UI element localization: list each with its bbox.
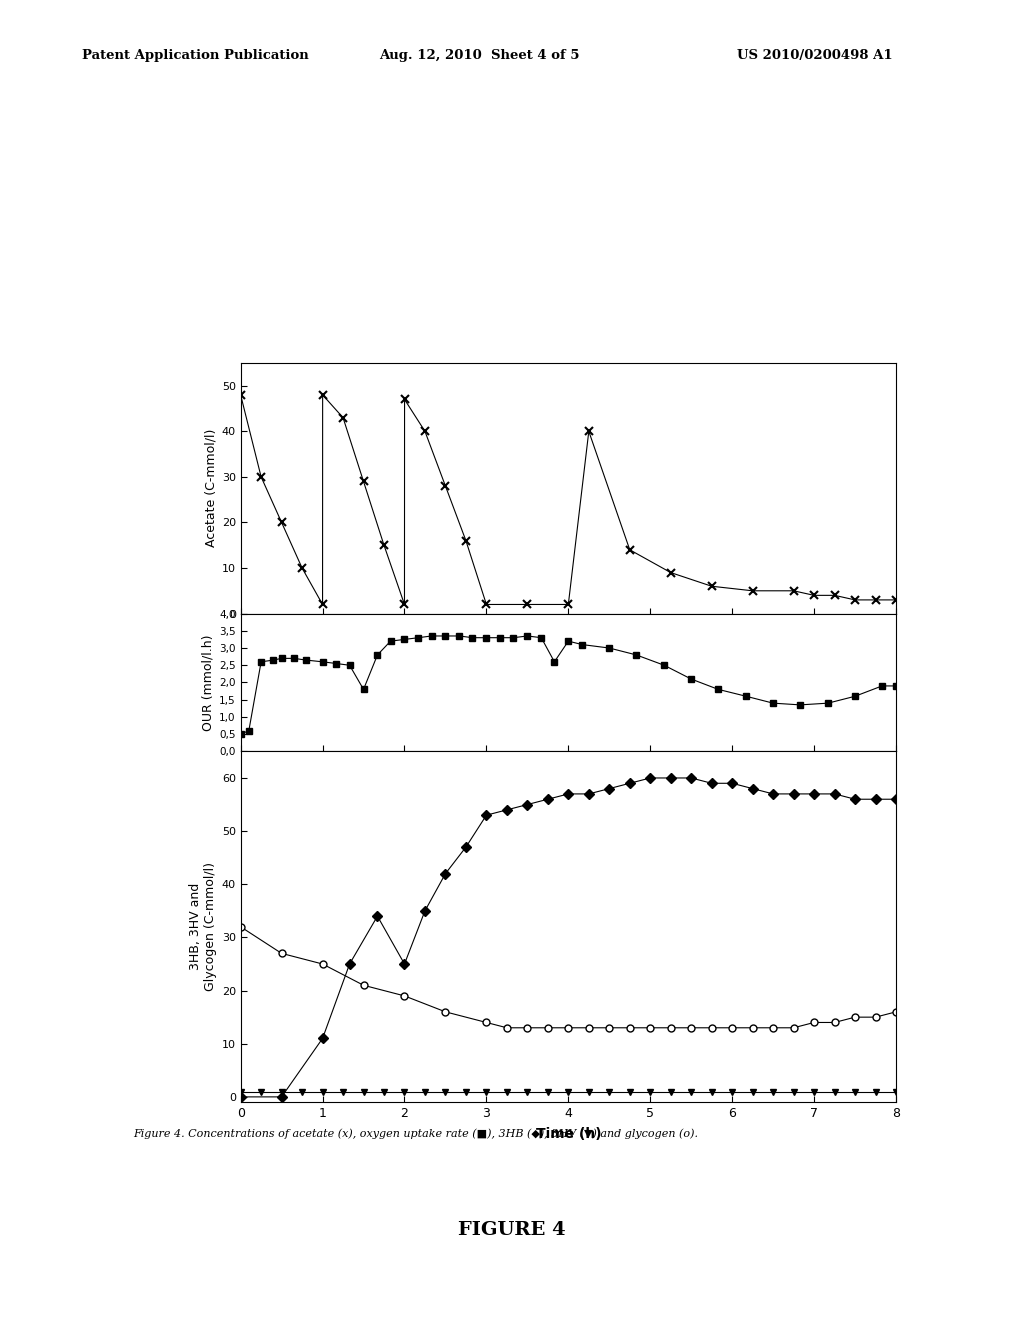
Text: Figure 4. Concentrations of acetate (x), oxygen uptake rate (■), 3HB (◆), 3HV (▼: Figure 4. Concentrations of acetate (x),…	[133, 1129, 698, 1139]
Text: FIGURE 4: FIGURE 4	[458, 1221, 566, 1239]
Y-axis label: 3HB, 3HV and
Glycogen (C-mmol/l): 3HB, 3HV and Glycogen (C-mmol/l)	[189, 862, 217, 991]
Y-axis label: Acetate (C-mmol/l): Acetate (C-mmol/l)	[205, 429, 217, 548]
X-axis label: Time (h): Time (h)	[536, 1127, 601, 1140]
Text: Patent Application Publication: Patent Application Publication	[82, 49, 308, 62]
Y-axis label: OUR (mmol/l.h): OUR (mmol/l.h)	[202, 634, 215, 731]
Text: US 2010/0200498 A1: US 2010/0200498 A1	[737, 49, 893, 62]
Text: Aug. 12, 2010  Sheet 4 of 5: Aug. 12, 2010 Sheet 4 of 5	[379, 49, 580, 62]
